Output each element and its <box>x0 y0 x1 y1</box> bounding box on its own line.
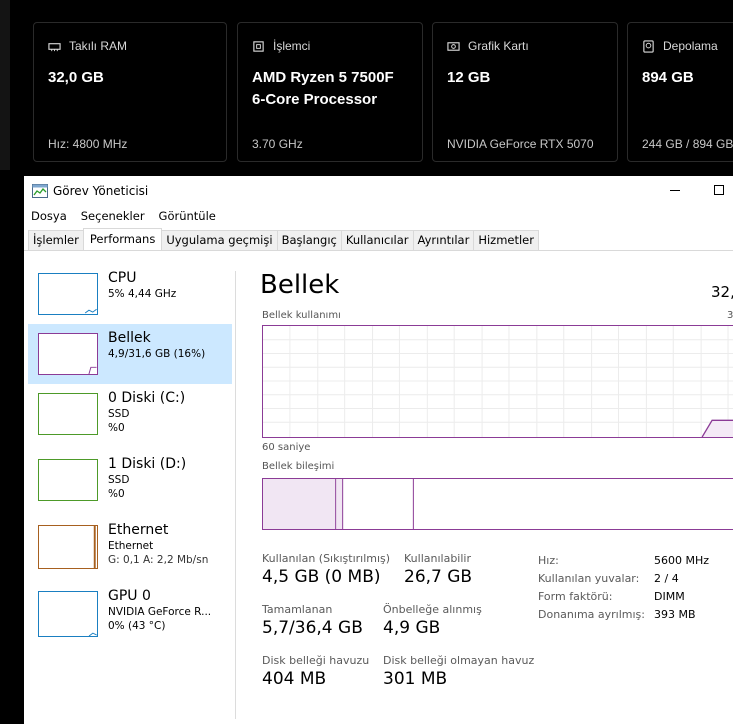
resource-item-disk-c[interactable]: 0 Diski (C:) SSD %0 <box>28 384 232 444</box>
tab-processes[interactable]: İşlemler <box>28 230 84 250</box>
resource-item-ethernet[interactable]: Ethernet Ethernet G: 0,1 A: 2,2 Mb/sn <box>28 516 232 576</box>
background-strip <box>0 0 10 170</box>
tab-startup[interactable]: Başlangıç <box>276 230 342 250</box>
menu-file[interactable]: Dosya <box>31 209 67 223</box>
card-footer: NVIDIA GeForce RTX 5070 <box>447 137 594 151</box>
card-value: AMD Ryzen 5 7500F 6-Core Processor <box>252 69 394 108</box>
card-title: Takılı RAM <box>69 39 128 53</box>
usage-graph-label: Bellek kullanımı <box>262 310 341 321</box>
paged-pool-value: 404 MB <box>262 669 327 689</box>
composition-label: Bellek bileşimi <box>262 461 335 472</box>
nonpaged-pool-label: Disk belleği olmayan havuz <box>383 654 535 667</box>
panel-title: Bellek <box>260 270 340 300</box>
slots-value: 2 / 4 <box>654 572 679 585</box>
gpu-icon <box>447 41 460 51</box>
tab-divider <box>24 250 733 251</box>
cpu-icon <box>253 40 264 52</box>
speed-value: 5600 MHz <box>654 554 710 567</box>
resource-item-cpu[interactable]: CPU 5% 4,44 GHz <box>28 264 232 324</box>
card-graphics: Grafik Kartı 12 GB NVIDIA GeForce RTX 50… <box>432 22 618 162</box>
memory-sparkline <box>38 333 98 375</box>
cached-label: Önbelleğe alınmış <box>383 603 482 616</box>
pane-divider[interactable] <box>235 271 236 719</box>
disk-c-sparkline <box>38 393 98 435</box>
tab-services[interactable]: Hizmetler <box>473 230 539 250</box>
card-storage: Depolama 894 GB 244 GB / 894 GB <box>627 22 733 162</box>
cached-value: 4,9 GB <box>383 618 441 638</box>
memory-composition-bar <box>262 478 733 530</box>
available-value: 26,7 GB <box>404 567 473 587</box>
title-bar[interactable]: Görev Yöneticisi <box>24 176 733 206</box>
tab-details[interactable]: Ayrıntılar <box>412 230 475 250</box>
speed-key: Hız: <box>538 554 559 567</box>
disk-d-sparkline <box>38 459 98 501</box>
memory-usage-graph <box>262 325 733 438</box>
form-factor-value: DIMM <box>654 590 685 603</box>
hardware-reserved-value: 393 MB <box>654 608 696 621</box>
usage-graph-max: 3 <box>727 310 733 321</box>
paged-pool-label: Disk belleği havuzu <box>262 654 370 667</box>
card-footer: 244 GB / 894 GB <box>642 137 733 151</box>
panel-total: 32, <box>711 283 733 301</box>
tab-users[interactable]: Kullanıcılar <box>340 230 414 250</box>
resource-item-gpu[interactable]: GPU 0 NVIDIA GeForce R... 0% (43 °C) <box>28 582 232 642</box>
card-installed-ram: Takılı RAM 32,0 GB Hız: 4800 MHz <box>33 22 227 162</box>
system-spec-cards: Takılı RAM 32,0 GB Hız: 4800 MHz İşlemci… <box>0 0 733 170</box>
committed-value: 5,7/36,4 GB <box>262 618 363 638</box>
card-title: İşlemci <box>273 39 311 53</box>
resource-item-memory[interactable]: Bellek 4,9/31,6 GB (16%) <box>28 324 232 384</box>
time-axis-label: 60 saniye <box>262 442 311 453</box>
card-processor: İşlemci AMD Ryzen 5 7500F 6-Core Processo… <box>237 22 423 162</box>
task-manager-icon <box>32 184 48 198</box>
resource-item-disk-d[interactable]: 1 Diski (D:) SSD %0 <box>28 450 232 510</box>
card-value: 32,0 GB <box>48 69 104 86</box>
memory-icon <box>48 42 61 51</box>
card-value: 12 GB <box>447 69 491 86</box>
storage-icon <box>643 39 654 53</box>
card-footer: Hız: 4800 MHz <box>48 137 128 151</box>
resource-list: CPU 5% 4,44 GHz Bellek 4,9/31,6 GB (16%)… <box>24 260 236 724</box>
committed-label: Tamamlanan <box>262 603 333 616</box>
ethernet-sparkline <box>38 525 98 569</box>
available-label: Kullanılabilir <box>404 552 471 565</box>
cpu-sparkline <box>38 273 98 315</box>
card-footer: 3.70 GHz <box>252 137 303 151</box>
maximize-button[interactable] <box>714 185 724 195</box>
used-value: 4,5 GB (0 MB) <box>262 567 381 587</box>
menu-view[interactable]: Görüntüle <box>158 209 216 223</box>
card-value: 894 GB <box>642 69 694 86</box>
tab-app-history[interactable]: Uygulama geçmişi <box>161 230 278 250</box>
hardware-reserved-key: Donanıma ayrılmış: <box>538 608 645 621</box>
card-title: Depolama <box>663 39 718 53</box>
slots-key: Kullanılan yuvalar: <box>538 572 640 585</box>
card-title: Grafik Kartı <box>468 39 529 53</box>
memory-detail-panel: Bellek 32, Bellek kullanımı 3 <box>260 260 733 720</box>
menu-bar: Dosya Seçenekler Görüntüle <box>24 207 223 227</box>
window-title: Görev Yöneticisi <box>53 184 149 198</box>
used-label: Kullanılan (Sıkıştırılmış) <box>262 552 391 565</box>
tab-performance[interactable]: Performans <box>82 228 163 250</box>
task-manager-window: Görev Yöneticisi Dosya Seçenekler Görünt… <box>24 176 733 724</box>
menu-options[interactable]: Seçenekler <box>80 209 145 223</box>
form-factor-key: Form faktörü: <box>538 590 613 603</box>
gpu-sparkline <box>38 591 98 637</box>
nonpaged-pool-value: 301 MB <box>383 669 448 689</box>
tab-strip: İşlemler Performans Uygulama geçmişi Baş… <box>28 228 539 251</box>
minimize-button[interactable] <box>670 190 680 191</box>
